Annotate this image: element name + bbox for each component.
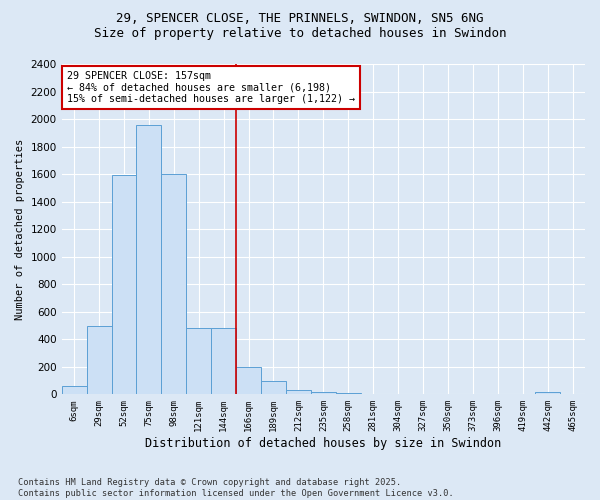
Bar [161,174,186,394]
Bar [186,328,211,394]
Text: Size of property relative to detached houses in Swindon: Size of property relative to detached ho… [94,28,506,40]
Text: 29 SPENCER CLOSE: 157sqm
← 84% of detached houses are smaller (6,198)
15% of sem: 29 SPENCER CLOSE: 157sqm ← 84% of detach… [67,70,355,104]
Text: Contains HM Land Registry data © Crown copyright and database right 2025.
Contai: Contains HM Land Registry data © Crown c… [18,478,454,498]
Bar [86,326,112,394]
Bar [261,380,286,394]
Bar [336,393,361,394]
Bar [236,367,261,394]
Bar [136,124,161,394]
X-axis label: Distribution of detached houses by size in Swindon: Distribution of detached houses by size … [145,437,502,450]
Bar [535,392,560,394]
Bar [112,176,136,394]
Bar [62,386,86,394]
Y-axis label: Number of detached properties: Number of detached properties [15,138,25,320]
Bar [311,392,336,394]
Bar [286,390,311,394]
Text: 29, SPENCER CLOSE, THE PRINNELS, SWINDON, SN5 6NG: 29, SPENCER CLOSE, THE PRINNELS, SWINDON… [116,12,484,26]
Bar [211,328,236,394]
